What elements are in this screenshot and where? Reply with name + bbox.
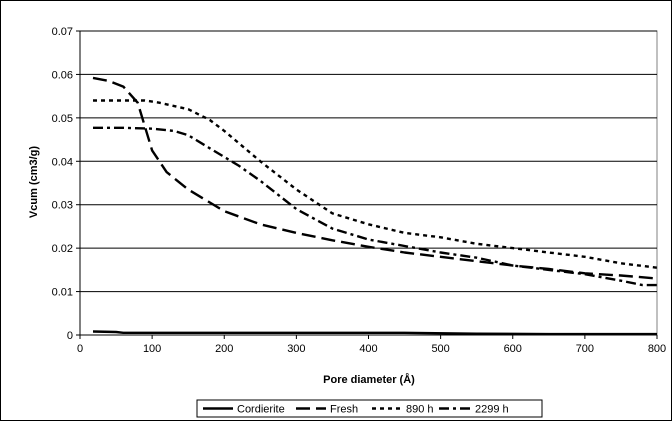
y-tick-label: 0.04	[52, 156, 73, 168]
legend: Cordierite Fresh 890 h 2299 h	[196, 399, 543, 418]
x-tick-label: 800	[648, 343, 666, 355]
series-line-3	[93, 126, 657, 287]
y-tick-label: 0.03	[52, 200, 73, 212]
legend-label-0: Cordierite	[237, 404, 285, 416]
y-axis-title: Vcum (cm3/g)	[28, 146, 40, 218]
x-tick-label: 500	[431, 343, 449, 355]
y-tick-label: 0.01	[52, 287, 73, 299]
x-tick-label: 200	[215, 343, 233, 355]
series-lines	[92, 76, 658, 336]
tick-labels: 0 0.01 0.02 0.03 0.04 0.05 0.06 0.07 0 100 200 300 4…	[52, 26, 667, 355]
series-line-0	[92, 330, 657, 336]
x-axis-title: Pore diameter (Å)	[323, 373, 415, 386]
x-tick-label: 600	[504, 343, 522, 355]
x-tick-label: 700	[576, 343, 594, 355]
x-tick-label: 100	[143, 343, 161, 355]
series-line-2	[93, 99, 658, 269]
y-tick-label: 0.05	[52, 113, 73, 125]
y-tick-label: 0.07	[52, 26, 73, 38]
legend-label-3: 2299 h	[475, 404, 509, 416]
legend-box	[196, 399, 543, 418]
legend-label-2: 890 h	[406, 404, 434, 416]
y-tick-label: 0.06	[52, 69, 73, 81]
x-tick-label: 300	[287, 343, 305, 355]
series-line-1	[92, 76, 658, 280]
y-tick-label: 0.02	[52, 243, 73, 255]
x-tick-label: 0	[77, 343, 83, 355]
legend-label-1: Fresh	[330, 404, 358, 416]
x-tick-label: 400	[359, 343, 377, 355]
y-tick-label: 0	[67, 330, 73, 342]
